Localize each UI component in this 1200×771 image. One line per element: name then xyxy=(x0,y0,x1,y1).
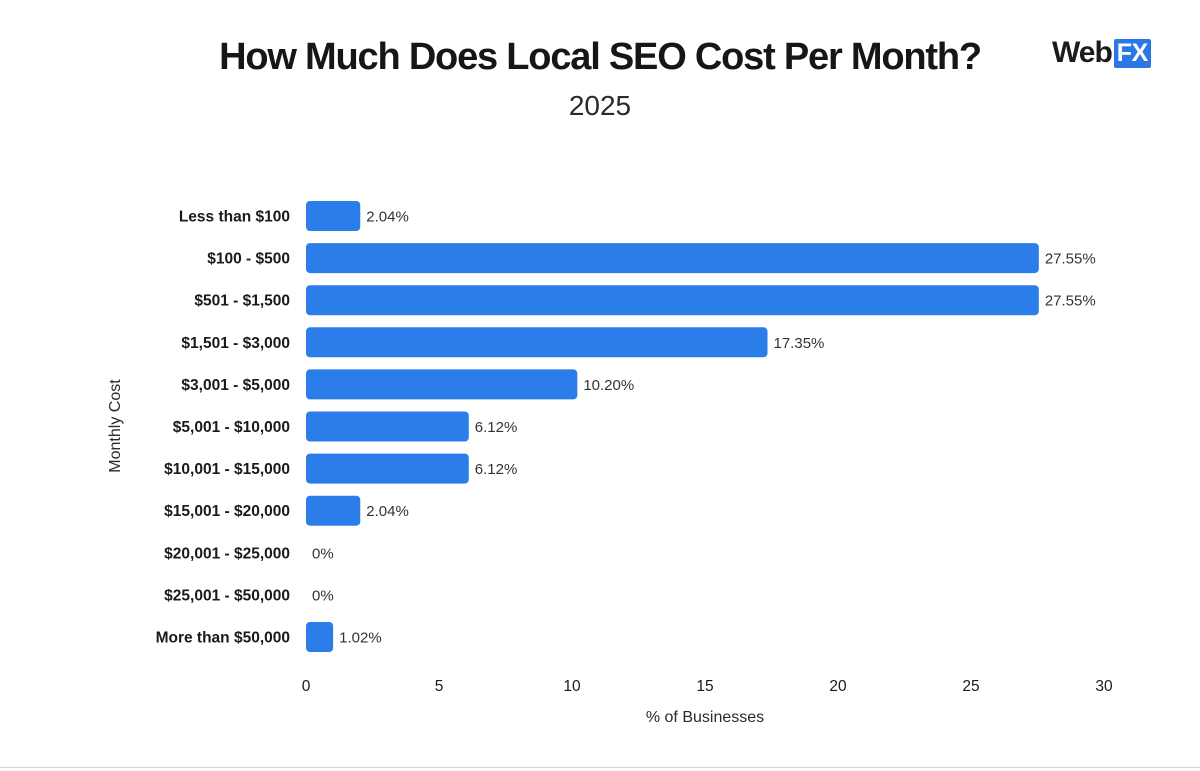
category-label: $1,501 - $3,000 xyxy=(181,335,290,352)
value-label: 27.55% xyxy=(1045,293,1096,310)
value-label: 0% xyxy=(312,545,334,562)
logo-box-text: FX xyxy=(1113,38,1151,68)
chart-title: How Much Does Local SEO Cost Per Month? xyxy=(219,36,982,78)
chart-subtitle: 2025 xyxy=(568,90,632,121)
x-axis-title: % of Businesses xyxy=(646,709,764,726)
bars xyxy=(306,201,1039,652)
x-tick-label: 5 xyxy=(435,678,444,695)
value-label: 2.04% xyxy=(366,503,409,520)
category-label: $15,001 - $20,000 xyxy=(164,503,290,520)
bar xyxy=(306,201,361,231)
value-label: 0% xyxy=(312,587,334,604)
category-label: $501 - $1,500 xyxy=(194,293,290,310)
category-label: $10,001 - $15,000 xyxy=(164,461,290,478)
value-label: 17.35% xyxy=(774,335,825,352)
x-tick-label: 25 xyxy=(962,678,979,695)
bottom-border xyxy=(0,767,1200,768)
bar xyxy=(306,369,578,400)
bar xyxy=(306,285,1039,316)
x-tick-labels: 0 5 10 15 20 25 30 xyxy=(302,678,1113,695)
x-tick-label: 30 xyxy=(1095,678,1113,695)
webfx-logo: Web FX xyxy=(1052,36,1151,70)
x-tick-label: 10 xyxy=(563,678,581,695)
category-label: Less than $100 xyxy=(179,209,290,226)
value-labels: 2.04% 27.55% 27.55% 17.35% 10.20% 6.12% 6.12% 2… xyxy=(312,209,1096,647)
value-label: 10.20% xyxy=(583,377,634,394)
value-label: 2.04% xyxy=(366,209,409,226)
category-labels: Less than $100 $100 - $500 $501 - $1,500 $1… xyxy=(156,209,290,647)
bar xyxy=(306,243,1039,274)
bar xyxy=(306,411,469,442)
value-label: 1.02% xyxy=(339,630,382,647)
value-label: 6.12% xyxy=(475,419,518,436)
bar xyxy=(306,327,768,358)
bar xyxy=(306,453,469,484)
category-label: More than $50,000 xyxy=(156,630,290,647)
bar xyxy=(306,495,361,526)
category-label: $3,001 - $5,000 xyxy=(181,377,290,394)
bar xyxy=(306,622,334,652)
x-tick-label: 20 xyxy=(829,678,847,695)
category-label: $5,001 - $10,000 xyxy=(173,419,290,436)
value-label: 6.12% xyxy=(475,461,518,478)
value-label: 27.55% xyxy=(1045,251,1096,268)
category-label: $25,001 - $50,000 xyxy=(164,587,290,604)
category-label: $20,001 - $25,000 xyxy=(164,545,290,562)
x-tick-label: 0 xyxy=(302,678,311,695)
category-label: $100 - $500 xyxy=(207,251,290,268)
logo-text: Web xyxy=(1052,36,1113,69)
x-tick-label: 15 xyxy=(696,678,713,695)
y-axis-title: Monthly Cost xyxy=(107,379,124,473)
